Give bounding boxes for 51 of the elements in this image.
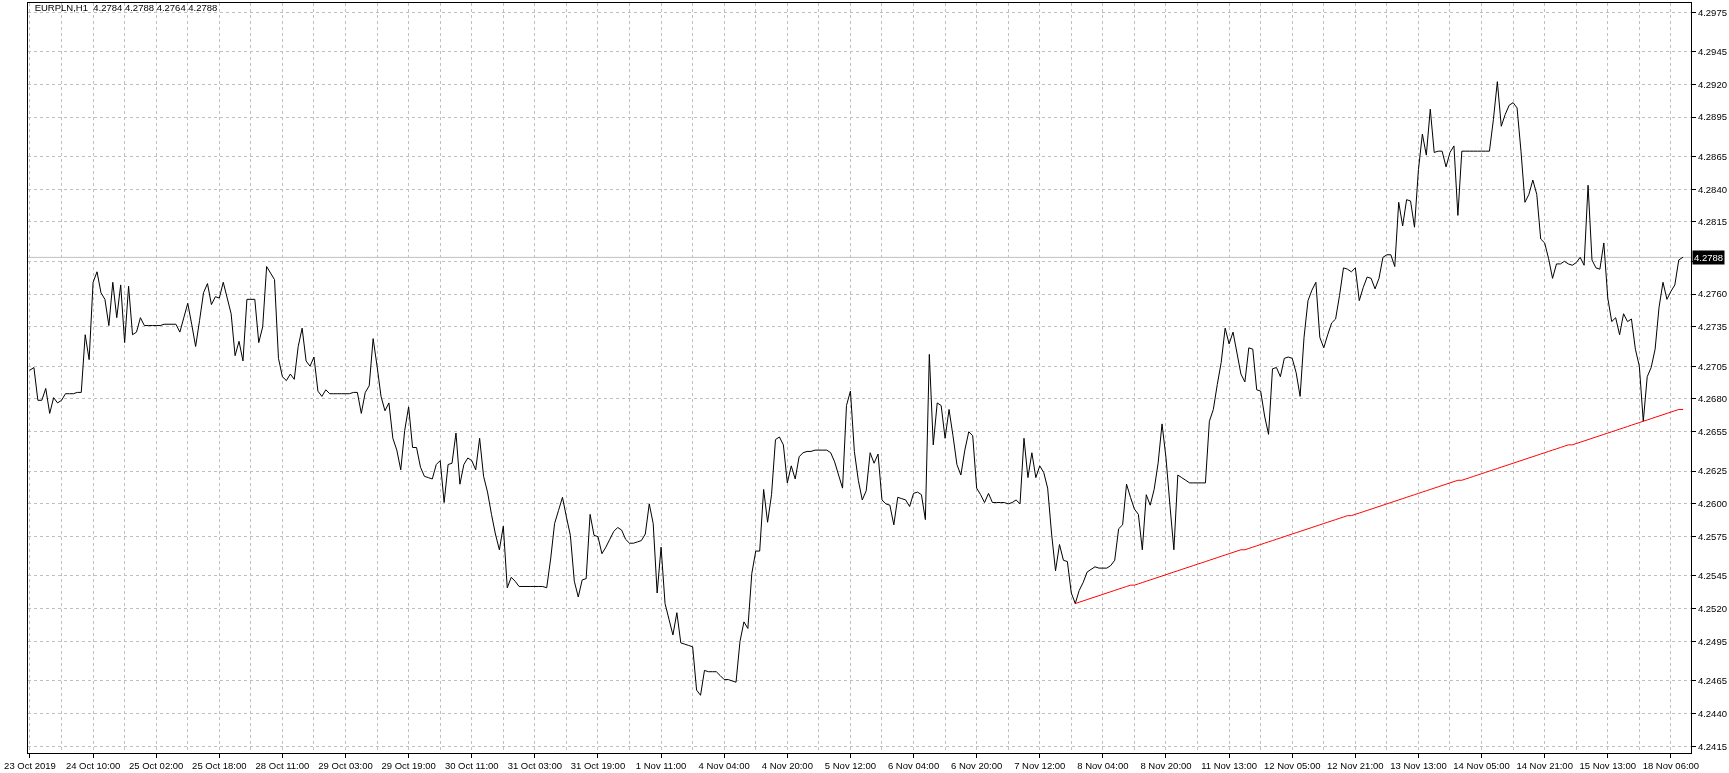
x-tick-label: 29 Oct 19:00 [381, 760, 436, 772]
y-tick-label: 4.2865 [1697, 150, 1727, 162]
y-tick-label: 4.2815 [1697, 216, 1727, 228]
y-tick-label: 4.2945 [1697, 45, 1727, 57]
x-tick-label: 14 Nov 21:00 [1516, 760, 1573, 772]
y-tick-label: 4.2545 [1697, 570, 1727, 582]
x-tick-label: 8 Nov 20:00 [1140, 760, 1192, 772]
y-tick-label: 4.2575 [1697, 530, 1727, 542]
y-tick-label: 4.2520 [1697, 603, 1727, 615]
x-tick-label: 25 Oct 18:00 [192, 760, 247, 772]
x-tick-label: 4 Nov 04:00 [698, 760, 750, 772]
x-tick-label: 6 Nov 20:00 [951, 760, 1003, 772]
ref-line-label: 4.2788 [1694, 252, 1724, 263]
x-tick-label: 6 Nov 04:00 [887, 760, 940, 772]
x-tick-label: 23 Oct 2019 [4, 760, 56, 772]
y-tick-label: 4.2735 [1697, 321, 1727, 333]
y-tick-label: 4.2495 [1697, 635, 1727, 647]
y-tick-label: 4.2600 [1697, 498, 1727, 510]
x-tick-label: 12 Nov 21:00 [1327, 760, 1384, 772]
x-tick-label: 24 Oct 10:00 [65, 760, 121, 772]
x-tick-label: 18 Nov 06:00 [1642, 760, 1700, 772]
line-series [1074, 408, 1684, 605]
x-tick-label: 30 Oct 11:00 [444, 760, 499, 772]
y-tick-label: 4.2680 [1697, 393, 1727, 405]
x-tick-label: 31 Oct 03:00 [507, 760, 563, 772]
x-tick-label: 7 Nov 12:00 [1014, 760, 1066, 772]
y-tick-label: 4.2705 [1697, 360, 1727, 372]
y-tick-label: 4.2895 [1697, 111, 1727, 123]
y-tick-label: 4.2920 [1697, 78, 1727, 90]
x-tick-label: 14 Nov 05:00 [1453, 760, 1510, 772]
chart-title: EURPLN,H1 4.2784 4.2788 4.2764 4.2788 [34, 1, 218, 13]
y-tick-label: 4.2975 [1697, 6, 1727, 18]
y-tick-label: 4.2415 [1697, 740, 1727, 752]
y-tick-label: 4.2465 [1697, 675, 1727, 687]
x-tick-label: 15 Nov 13:00 [1579, 760, 1637, 772]
x-tick-label: 31 Oct 19:00 [570, 760, 626, 772]
x-tick-label: 12 Nov 05:00 [1263, 760, 1321, 772]
x-tick-label: 13 Nov 13:00 [1390, 760, 1447, 772]
x-tick-label: 25 Oct 02:00 [129, 760, 184, 772]
y-tick-label: 4.2440 [1697, 707, 1727, 719]
x-tick-label: 5 Nov 12:00 [824, 760, 877, 772]
x-tick-label: 4 Nov 20:00 [761, 760, 813, 772]
x-tick-label: 28 Oct 11:00 [255, 760, 310, 772]
x-tick-label: 29 Oct 03:00 [318, 760, 373, 772]
y-tick-label: 4.2625 [1697, 465, 1727, 477]
y-tick-label: 4.2840 [1697, 183, 1727, 195]
x-tick-label: 11 Nov 13:00 [1201, 760, 1258, 772]
x-tick-label: 8 Nov 04:00 [1077, 760, 1129, 772]
x-tick-label: 1 Nov 11:00 [635, 760, 687, 772]
y-tick-label: 4.2655 [1697, 426, 1727, 438]
y-tick-label: 4.2760 [1697, 288, 1727, 300]
